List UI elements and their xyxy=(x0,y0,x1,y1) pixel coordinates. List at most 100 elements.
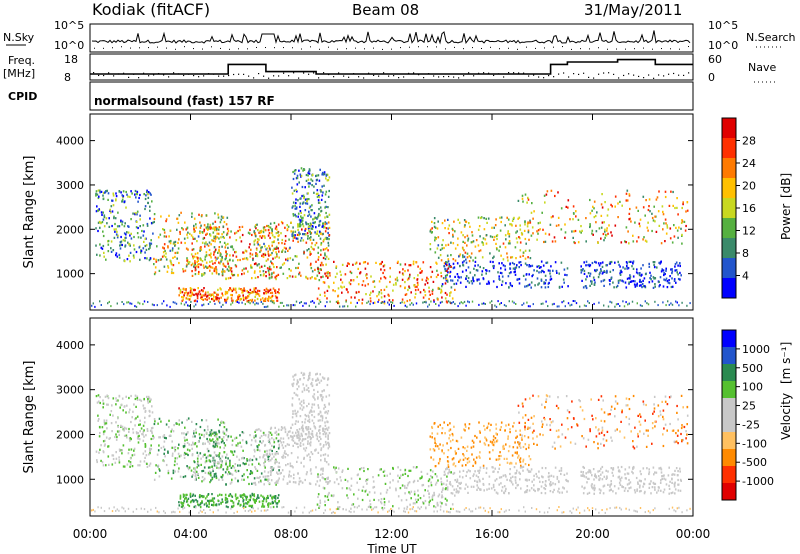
power-cell xyxy=(339,305,341,308)
velocity-cell xyxy=(524,426,526,429)
velocity-cell xyxy=(248,504,251,507)
power-cell xyxy=(601,261,604,264)
nave-point xyxy=(418,74,420,76)
velocity-cell xyxy=(292,466,294,469)
velocity-cell xyxy=(318,506,320,509)
velocity-cell xyxy=(162,459,165,462)
velocity-cell xyxy=(413,490,416,493)
power-cell xyxy=(277,231,279,234)
power-cell xyxy=(520,264,522,267)
power-cell xyxy=(560,261,563,264)
velocity-cell xyxy=(258,428,260,431)
power-cell xyxy=(162,228,164,231)
velocity-cell xyxy=(186,441,189,444)
power-cell xyxy=(197,256,199,260)
power-cell xyxy=(217,216,220,219)
velocity-cell xyxy=(317,473,319,476)
nave-point xyxy=(468,72,470,74)
nave-point xyxy=(203,75,205,77)
velocity-cell xyxy=(417,489,419,492)
power-cell xyxy=(200,248,203,251)
power-cell xyxy=(588,263,590,266)
nsearch-point xyxy=(292,47,293,49)
power-cell xyxy=(235,231,238,234)
power-cell xyxy=(585,278,587,281)
power-cell xyxy=(670,190,672,193)
velocity-cell xyxy=(118,461,121,464)
power-cell xyxy=(497,300,499,303)
power-cell xyxy=(234,232,236,235)
power-cell xyxy=(274,291,277,294)
velocity-cell xyxy=(292,477,295,480)
velocity-cell xyxy=(530,468,533,471)
power-cell xyxy=(223,236,225,239)
power-cell xyxy=(269,296,272,299)
power-cell xyxy=(99,254,101,257)
nsearch-point xyxy=(535,47,536,49)
power-cell xyxy=(273,247,276,250)
velocity-cell xyxy=(472,474,474,478)
power-cell xyxy=(197,272,200,275)
power-cell xyxy=(319,219,322,223)
velocity-cell xyxy=(446,488,449,491)
velocity-cell xyxy=(670,492,673,495)
velocity-cell xyxy=(213,434,216,437)
power-cell xyxy=(620,241,623,244)
velocity-cell xyxy=(368,491,371,494)
power-cell xyxy=(287,225,290,228)
power-cell xyxy=(630,260,632,263)
velocity-cell xyxy=(455,491,458,494)
nsearch-point xyxy=(463,48,464,50)
power-cell xyxy=(194,252,197,255)
power-cell xyxy=(205,226,208,229)
power-cell xyxy=(248,293,251,296)
power-cell xyxy=(209,266,212,269)
power-cell xyxy=(671,303,674,306)
velocity-cell xyxy=(303,465,305,468)
power-cell xyxy=(667,300,669,303)
power-cell xyxy=(196,297,199,300)
power-cell xyxy=(230,297,233,300)
power-cell xyxy=(268,232,271,235)
velocity-cell xyxy=(308,415,310,418)
velocity-cell xyxy=(549,481,552,484)
power-cell xyxy=(667,281,670,284)
velocity-cell xyxy=(479,451,481,454)
power-cell xyxy=(206,225,209,228)
power-cell xyxy=(246,258,249,261)
power-cell xyxy=(409,264,412,267)
velocity-cell xyxy=(509,462,511,465)
power-cell xyxy=(642,238,644,241)
velocity-cell xyxy=(261,503,264,506)
velocity-cell xyxy=(227,473,229,476)
power-cell xyxy=(446,293,448,296)
power-cell xyxy=(315,260,317,263)
velocity-cell xyxy=(260,494,262,497)
power-cell xyxy=(102,211,104,214)
velocity-cell xyxy=(158,436,160,439)
power-cell xyxy=(461,270,464,273)
power-cell xyxy=(272,263,274,266)
power-cell xyxy=(529,221,532,224)
power-cell xyxy=(145,194,147,197)
velocity-cell xyxy=(136,395,139,398)
power-cell xyxy=(223,220,226,224)
power-cell xyxy=(214,227,217,230)
power-cell xyxy=(648,281,651,284)
velocity-cell xyxy=(201,470,203,473)
power-cell xyxy=(404,293,407,296)
power-cell xyxy=(254,295,256,298)
power-cell xyxy=(592,233,594,236)
velocity-cell xyxy=(220,441,223,444)
power-cell xyxy=(127,301,130,304)
power-cell xyxy=(255,287,257,290)
power-cell xyxy=(403,301,406,304)
velocity-cell xyxy=(505,487,507,490)
velocity-scatter xyxy=(91,371,691,514)
power-cell xyxy=(270,228,273,231)
power-cell xyxy=(191,242,193,245)
power-cell xyxy=(145,248,148,251)
velocity-cell xyxy=(475,456,478,459)
velocity-cell xyxy=(612,490,614,493)
power-cell xyxy=(487,280,490,283)
